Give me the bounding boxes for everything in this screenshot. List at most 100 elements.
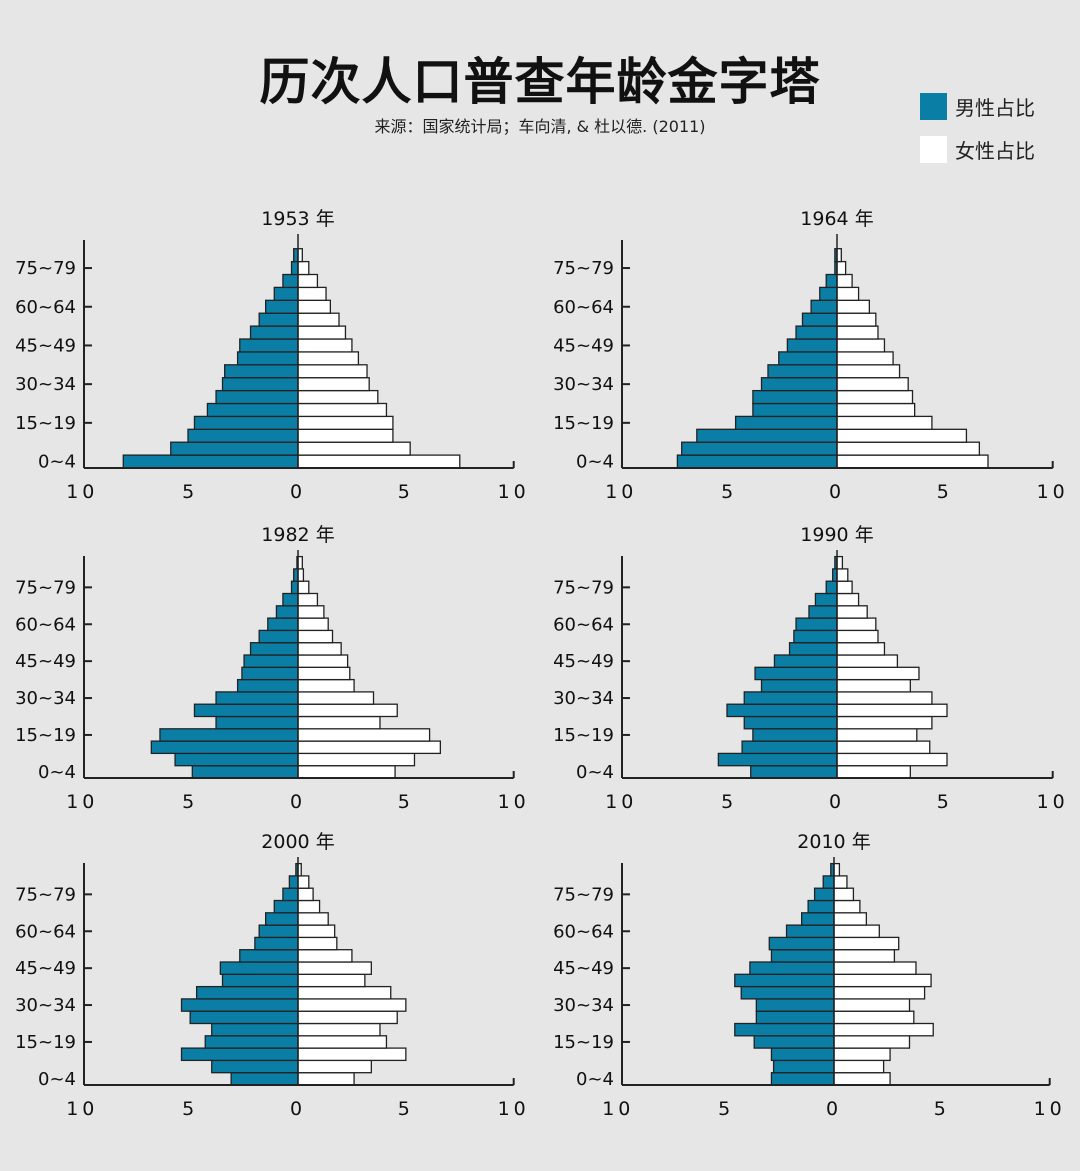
- x-tick-label: 10: [605, 791, 637, 813]
- y-tick-label: 45~49: [15, 651, 76, 672]
- bar-female: [836, 642, 886, 656]
- x-tick-label: 10: [66, 481, 98, 503]
- x-tick-label: 5: [718, 1098, 734, 1120]
- bar-female: [836, 654, 899, 668]
- bar-female: [836, 415, 933, 430]
- legend-item-female: 女性占比: [920, 135, 1035, 164]
- x-tick-label: 5: [182, 791, 198, 813]
- bar-female: [297, 678, 355, 693]
- bar-female: [297, 617, 329, 632]
- bar-female: [297, 985, 392, 1000]
- bar-female: [836, 555, 844, 570]
- x-tick-label: 0: [290, 1098, 306, 1120]
- bar-male: [825, 580, 838, 595]
- bar-male: [282, 887, 299, 902]
- bar-male: [180, 998, 299, 1012]
- bar-female: [836, 678, 911, 693]
- bar-male: [755, 998, 835, 1012]
- bar-male: [150, 740, 299, 755]
- bar-male: [770, 1047, 835, 1062]
- bar-female: [836, 765, 911, 779]
- bar-female: [297, 961, 372, 975]
- chart-title: 历次人口普查年龄金字塔: [259, 53, 821, 111]
- bar-male: [814, 592, 838, 607]
- bar-female: [297, 377, 370, 392]
- bar-male: [290, 580, 299, 595]
- bar-male: [754, 666, 838, 681]
- x-tick-label: 10: [1037, 481, 1069, 503]
- y-tick-label: 15~19: [553, 725, 614, 746]
- bar-male: [193, 703, 299, 718]
- y-tick-label: 60~64: [553, 614, 614, 635]
- panel-title: 1964 年: [800, 208, 873, 230]
- bar-female: [836, 273, 853, 289]
- bar-male: [273, 899, 299, 914]
- bar-female: [833, 1047, 891, 1062]
- bar-male: [187, 428, 299, 443]
- bar-male: [215, 389, 299, 405]
- bar-male: [785, 924, 835, 939]
- bar-female: [297, 454, 461, 469]
- bar-female: [297, 1059, 372, 1074]
- bar-male: [264, 299, 299, 314]
- y-tick-label: 75~79: [15, 577, 76, 598]
- bar-male: [743, 691, 838, 705]
- bar-female: [836, 364, 901, 379]
- bar-female: [297, 654, 349, 668]
- x-tick-label: 0: [829, 791, 845, 813]
- y-tick-label: 30~34: [553, 995, 614, 1016]
- x-tick-label: 5: [398, 481, 414, 503]
- bar-female: [833, 912, 868, 926]
- y-tick-label: 60~64: [15, 614, 76, 635]
- bar-male: [288, 875, 299, 889]
- x-tick-label: 5: [182, 481, 198, 503]
- panel-title: 2010 年: [797, 831, 870, 853]
- bar-female: [833, 949, 896, 963]
- y-tick-label: 0~4: [576, 762, 614, 783]
- bar-female: [836, 351, 894, 366]
- y-tick-label: 45~49: [15, 335, 76, 356]
- bar-male: [159, 728, 299, 742]
- y-tick-label: 45~49: [553, 335, 614, 356]
- bar-male: [753, 1035, 835, 1049]
- x-tick-label: 10: [1037, 791, 1069, 813]
- bar-female: [297, 568, 305, 582]
- x-tick-label: 5: [937, 791, 953, 813]
- bar-male: [267, 617, 299, 632]
- x-tick-label: 0: [290, 481, 306, 503]
- y-tick-label: 30~34: [553, 688, 614, 709]
- y-tick-label: 15~19: [15, 413, 76, 434]
- y-tick-label: 0~4: [576, 452, 614, 473]
- x-tick-label: 10: [605, 481, 637, 503]
- bar-male: [211, 1059, 299, 1074]
- bar-female: [836, 715, 933, 730]
- bar-male: [204, 1035, 299, 1049]
- bar-female: [297, 592, 319, 607]
- y-tick-label: 45~49: [553, 651, 614, 672]
- bar-male: [239, 338, 299, 353]
- y-tick-label: 60~64: [553, 297, 614, 318]
- bar-female: [297, 912, 329, 926]
- bar-male: [752, 402, 838, 418]
- bar-male: [749, 961, 835, 975]
- legend-label-female: 女性占比: [955, 139, 1035, 163]
- bar-female: [833, 1072, 891, 1086]
- bar-female: [836, 703, 948, 718]
- y-tick-label: 30~34: [553, 374, 614, 395]
- bar-female: [833, 998, 911, 1012]
- y-tick-label: 0~4: [38, 1069, 76, 1090]
- bar-female: [297, 998, 407, 1012]
- bar-female: [836, 338, 886, 353]
- bar-male: [750, 765, 838, 779]
- bar-male: [122, 454, 299, 469]
- bar-male: [264, 912, 299, 926]
- panel-title: 1953 年: [261, 208, 334, 230]
- bar-male: [813, 887, 835, 902]
- bar-male: [230, 1072, 299, 1086]
- bar-male: [221, 377, 299, 392]
- bar-male: [696, 428, 838, 443]
- x-tick-label: 0: [829, 481, 845, 503]
- bar-male: [249, 642, 299, 656]
- bar-female: [833, 985, 926, 1000]
- bar-male: [822, 875, 835, 889]
